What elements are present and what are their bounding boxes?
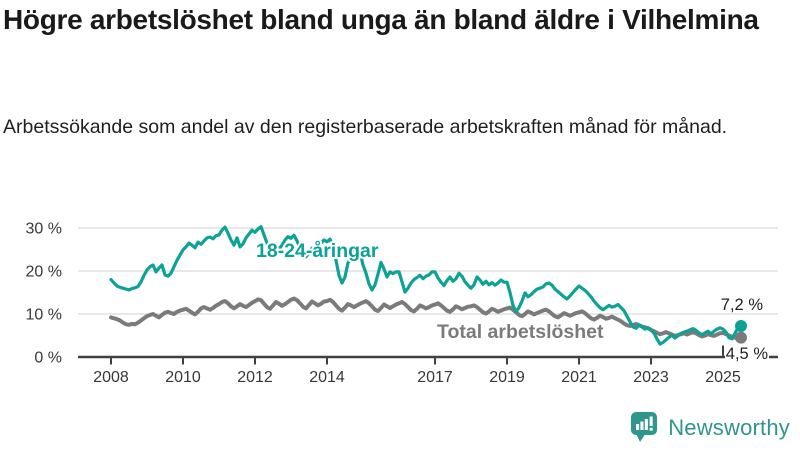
x-tick-label-2014: 2014 (309, 369, 345, 386)
end-value-label-youth: 7,2 % (721, 296, 764, 314)
y-tick-label-30: 30 % (26, 221, 62, 238)
x-tick-label-2010: 2010 (165, 369, 201, 386)
x-tick-label-2025: 2025 (705, 369, 741, 386)
x-tick-label-2012: 2012 (237, 369, 273, 386)
end-value-label-total: 4,5 % (726, 345, 769, 363)
x-tick-label-2021: 2021 (561, 369, 597, 386)
page-title: Högre arbetslöshet bland unga än bland ä… (3, 4, 759, 35)
newsworthy-bar-chart-bubble-icon (631, 412, 658, 442)
chart-area: 0 % 10 % 20 % 30 % 2008 2010 2012 2014 2017 2019 2… (0, 200, 800, 400)
y-tick-label-10: 10 % (26, 307, 62, 324)
newsworthy-logo[interactable]: Newsworthy (630, 411, 790, 444)
page-subtitle: Arbetssökande som andel av den registerb… (3, 116, 728, 138)
newsworthy-wordmark: Newsworthy (668, 414, 790, 440)
end-dot-youth (735, 320, 747, 333)
x-tick-label-2008: 2008 (93, 369, 129, 386)
x-tick-label-2023: 2023 (633, 369, 669, 386)
end-dot-total (735, 331, 747, 344)
series-label-youth: 18-24-åringar (256, 239, 379, 262)
y-tick-label-0: 0 % (34, 350, 62, 367)
x-tick-label-2017: 2017 (417, 369, 453, 386)
line-total (109, 296, 743, 341)
line-youth (109, 225, 743, 346)
x-tick-label-2019: 2019 (489, 369, 525, 386)
unemployment-line-chart: 0 % 10 % 20 % 30 % 2008 2010 2012 2014 2017 2019 2… (26, 221, 778, 386)
series-label-total: Total arbetslöshet (437, 321, 604, 343)
y-tick-label-20: 20 % (26, 264, 62, 281)
end-value-label-backing (725, 344, 769, 363)
